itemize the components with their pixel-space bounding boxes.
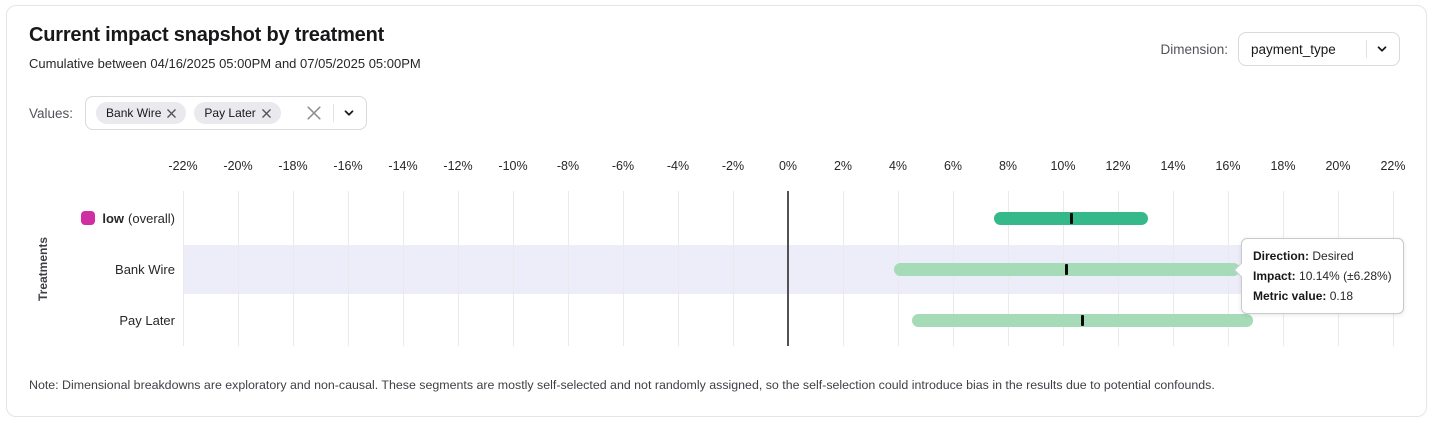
x-axis-tick: -20% bbox=[223, 159, 253, 173]
x-axis-tick: 10% bbox=[1050, 159, 1076, 173]
value-chip-label: Pay Later bbox=[204, 106, 256, 120]
tooltip-direction-row: Direction: Desired bbox=[1253, 249, 1354, 263]
x-axis-tick: 4% bbox=[888, 159, 908, 173]
gridline bbox=[732, 191, 734, 346]
dimension-label: Dimension: bbox=[1160, 41, 1228, 57]
values-multiselect[interactable]: Bank Wire Pay Later bbox=[85, 96, 367, 130]
dimension-select[interactable]: payment_type bbox=[1238, 32, 1400, 66]
y-axis-title: Treatments bbox=[36, 236, 50, 302]
treatment-name-suffix: (overall) bbox=[128, 210, 175, 226]
x-axis-tick: 2% bbox=[833, 159, 853, 173]
tooltip-metric-row: Metric value: 0.18 bbox=[1253, 289, 1354, 303]
note-text: Note: Dimensional breakdowns are explora… bbox=[29, 378, 1215, 392]
x-axis-tick: -4% bbox=[666, 159, 690, 173]
gridline bbox=[237, 191, 239, 346]
value-chip-label: Bank Wire bbox=[106, 106, 162, 120]
gridline bbox=[567, 191, 569, 346]
gridline bbox=[347, 191, 349, 346]
value-chip[interactable]: Bank Wire bbox=[96, 102, 187, 124]
x-axis-tick: 8% bbox=[998, 159, 1018, 173]
clear-values-icon[interactable] bbox=[303, 102, 325, 124]
legend-swatch bbox=[81, 211, 96, 225]
impact-marker bbox=[1065, 263, 1069, 275]
gridline bbox=[512, 191, 514, 346]
chip-remove-icon[interactable] bbox=[261, 108, 271, 118]
impact-marker bbox=[1080, 314, 1084, 326]
tooltip: Direction: Desired Impact: 10.14% (±6.28… bbox=[1233, 238, 1404, 314]
dimension-control: Dimension: payment_type bbox=[1160, 32, 1400, 66]
value-chip[interactable]: Pay Later bbox=[194, 102, 281, 124]
gridline bbox=[292, 191, 294, 346]
page-subtitle: Cumulative between 04/16/2025 05:00PM an… bbox=[29, 56, 421, 71]
x-axis-tick: -6% bbox=[611, 159, 635, 173]
x-axis-tick: 16% bbox=[1215, 159, 1241, 173]
gridline bbox=[182, 191, 184, 346]
x-axis-tick: -22% bbox=[168, 159, 198, 173]
treatment-row-label: Bank Wire bbox=[7, 258, 175, 280]
gridline bbox=[402, 191, 404, 346]
x-axis-tick: 6% bbox=[943, 159, 963, 173]
gridline bbox=[457, 191, 459, 346]
values-label: Values: bbox=[29, 105, 74, 121]
x-axis-tick: -8% bbox=[556, 159, 580, 173]
dimension-selected-value: payment_type bbox=[1251, 41, 1336, 57]
treatment-name: Pay Later bbox=[119, 312, 175, 328]
zero-line bbox=[787, 191, 789, 346]
select-divider bbox=[332, 104, 334, 122]
impact-marker bbox=[1069, 212, 1073, 224]
treatment-name: Bank Wire bbox=[115, 261, 175, 277]
treatment-row-label: Pay Later bbox=[7, 309, 175, 331]
chevron-down-icon[interactable] bbox=[1375, 42, 1389, 56]
x-axis-tick: 14% bbox=[1160, 159, 1186, 173]
x-axis-tick: 12% bbox=[1105, 159, 1131, 173]
page-title: Current impact snapshot by treatment bbox=[29, 24, 385, 46]
x-axis-tick: 22% bbox=[1380, 159, 1406, 173]
select-divider bbox=[1366, 40, 1367, 58]
treatment-name: low bbox=[102, 210, 125, 226]
impact-chart: -22% -20% -18% -16% -14% -12% -10% -8% -6% -4% -2%… bbox=[7, 6, 1426, 416]
x-axis-tick: 20% bbox=[1325, 159, 1351, 173]
x-axis-tick: 18% bbox=[1270, 159, 1296, 173]
x-axis-tick: 0% bbox=[778, 159, 798, 173]
x-axis-tick: -18% bbox=[278, 159, 308, 173]
chip-remove-icon[interactable] bbox=[167, 108, 177, 118]
gridline bbox=[622, 191, 624, 346]
chevron-down-icon[interactable] bbox=[342, 106, 356, 120]
x-axis-tick: -16% bbox=[333, 159, 363, 173]
impact-snapshot-card: Current impact snapshot by treatment Cum… bbox=[6, 5, 1427, 417]
tooltip-impact-row: Impact: 10.14% (±6.28%) bbox=[1253, 269, 1392, 283]
gridline bbox=[842, 191, 844, 346]
values-filter: Values: Bank Wire Pay Later bbox=[29, 96, 367, 130]
x-axis-tick: -10% bbox=[498, 159, 528, 173]
treatment-row-label: low (overall) bbox=[7, 207, 175, 229]
gridline bbox=[677, 191, 679, 346]
x-axis-tick: -12% bbox=[443, 159, 473, 173]
x-axis-tick: -14% bbox=[388, 159, 418, 173]
x-axis-tick: -2% bbox=[721, 159, 745, 173]
